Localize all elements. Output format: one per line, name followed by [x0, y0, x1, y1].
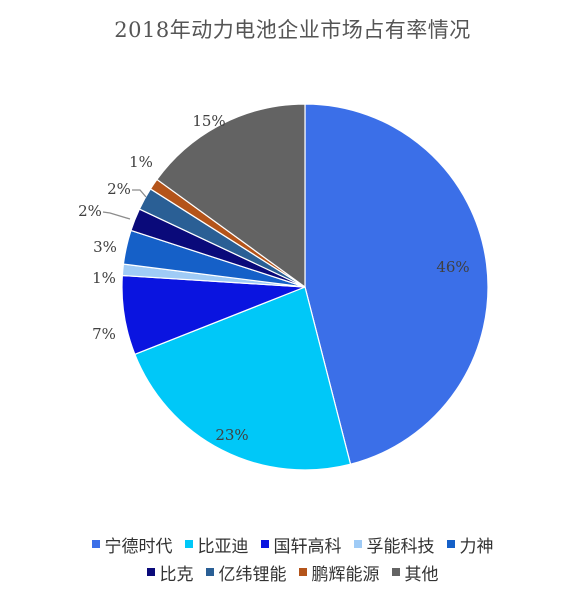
legend-swatch	[446, 540, 455, 548]
legend-item: 比克	[146, 560, 194, 585]
pie-slice	[134, 286, 352, 471]
legend-swatch	[391, 568, 400, 576]
legend-item: 亿纬锂能	[205, 560, 287, 585]
slice-data-label: 1%	[129, 153, 153, 171]
legend-swatch	[353, 540, 362, 548]
chart-title: 2018年动力电池企业市场占有率情况	[114, 18, 471, 42]
legend-item: 鹏辉能源	[298, 560, 380, 585]
chart-legend: 宁德时代 比亚迪 国轩高科 孚能科技 力神比克 亿纬锂能 鹏辉能源 其他	[0, 530, 585, 586]
slice-data-label: 1%	[92, 269, 116, 287]
legend-item: 宁德时代	[91, 532, 173, 557]
pie-slice	[156, 103, 306, 289]
legend-swatch	[146, 568, 155, 576]
slice-data-label: 46%	[436, 258, 469, 276]
legend-row: 宁德时代 比亚迪 国轩高科 孚能科技 力神	[0, 530, 585, 558]
legend-item: 比亚迪	[184, 532, 249, 557]
legend-swatch	[205, 568, 214, 576]
slice-data-label: 7%	[92, 325, 116, 343]
label-leader-line	[102, 211, 131, 220]
label-leader-line	[132, 189, 147, 198]
legend-item: 力神	[446, 532, 494, 557]
legend-item: 孚能科技	[353, 532, 435, 557]
slice-data-label: 3%	[93, 238, 117, 256]
legend-item: 国轩高科	[260, 532, 342, 557]
legend-swatch	[184, 540, 193, 548]
legend-label: 鹏辉能源	[311, 564, 380, 585]
slice-data-label: 2%	[107, 180, 131, 198]
legend-label: 其他	[404, 564, 439, 585]
slice-data-label: 23%	[215, 426, 248, 444]
legend-label: 国轩高科	[273, 536, 342, 557]
legend-label: 宁德时代	[104, 536, 173, 557]
legend-item: 其他	[391, 560, 439, 585]
legend-swatch	[91, 540, 100, 548]
pie-slice	[304, 103, 489, 465]
legend-swatch	[260, 540, 269, 548]
legend-label: 亿纬锂能	[218, 564, 287, 585]
legend-label: 力神	[459, 536, 494, 557]
slice-data-label: 15%	[192, 112, 225, 130]
legend-label: 孚能科技	[366, 536, 435, 557]
slice-data-label: 2%	[78, 202, 102, 220]
legend-label: 比克	[159, 564, 194, 585]
legend-row: 比克 亿纬锂能 鹏辉能源 其他	[0, 558, 585, 586]
legend-label: 比亚迪	[197, 536, 249, 557]
pie-chart: 46% 23% 7% 1% 3% 2% 2% 1% 15%	[78, 103, 489, 471]
legend-swatch	[298, 568, 307, 576]
